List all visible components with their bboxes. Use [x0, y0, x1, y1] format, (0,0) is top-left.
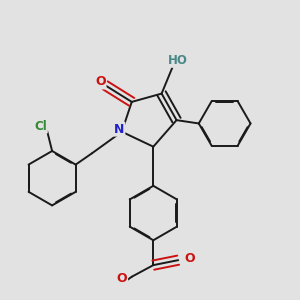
Text: O: O [116, 272, 127, 285]
Text: HO: HO [168, 54, 188, 67]
Text: Cl: Cl [34, 120, 47, 133]
Text: N: N [114, 123, 124, 136]
Text: O: O [184, 252, 195, 265]
Text: O: O [95, 76, 106, 88]
